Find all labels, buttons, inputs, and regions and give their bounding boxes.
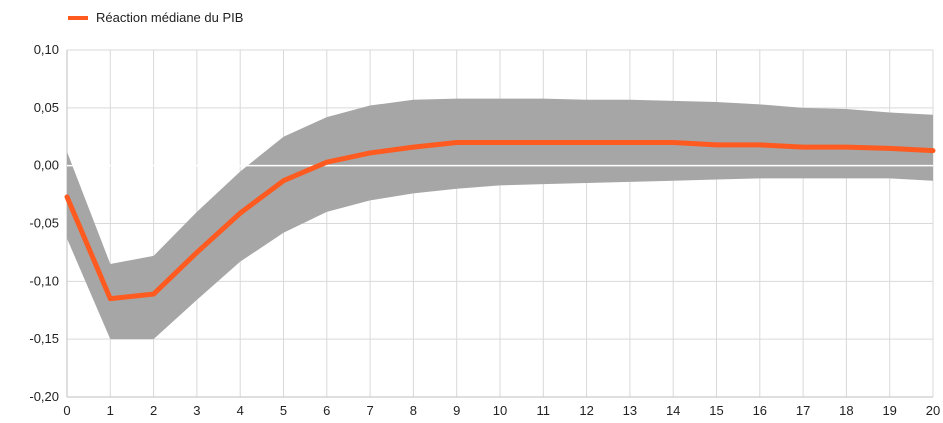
x-tick-label: 12 bbox=[579, 403, 593, 418]
legend: Réaction médiane du PIB bbox=[68, 10, 243, 25]
x-tick-label: 6 bbox=[323, 403, 330, 418]
x-tick-label: 15 bbox=[709, 403, 723, 418]
x-tick-label: 9 bbox=[453, 403, 460, 418]
y-tick-label: -0,10 bbox=[29, 273, 59, 288]
x-tick-label: 4 bbox=[237, 403, 244, 418]
legend-swatch bbox=[68, 15, 88, 20]
series-line-gdp-median bbox=[64, 140, 936, 302]
x-tick-label: 8 bbox=[410, 403, 417, 418]
x-tick-label: 18 bbox=[839, 403, 853, 418]
y-tick-label: -0,05 bbox=[29, 216, 59, 231]
x-tick-label: 7 bbox=[366, 403, 373, 418]
x-tick-label: 3 bbox=[193, 403, 200, 418]
y-axis-labels: 0,10 0,05 0,00 -0,05 -0,10 -0,15 -0,20 bbox=[29, 42, 59, 404]
y-tick-label: 0,00 bbox=[34, 158, 59, 173]
x-tick-label: 14 bbox=[666, 403, 680, 418]
x-tick-label: 10 bbox=[493, 403, 507, 418]
x-axis-labels: 0 1 2 3 4 5 6 7 8 9 10 11 12 13 14 15 16 17 18 19 20 bbox=[63, 403, 940, 418]
x-tick-label: 5 bbox=[280, 403, 287, 418]
x-tick-label: 17 bbox=[796, 403, 810, 418]
legend-label: Réaction médiane du PIB bbox=[96, 10, 244, 25]
y-tick-label: 0,05 bbox=[34, 100, 59, 115]
y-tick-label: 0,10 bbox=[34, 42, 59, 57]
x-tick-label: 20 bbox=[926, 403, 940, 418]
x-tick-label: 0 bbox=[63, 403, 70, 418]
x-tick-label: 13 bbox=[623, 403, 637, 418]
confidence-band bbox=[67, 98, 933, 340]
x-tick-label: 2 bbox=[150, 403, 157, 418]
x-tick-label: 16 bbox=[753, 403, 767, 418]
y-tick-label: -0,15 bbox=[29, 331, 59, 346]
y-tick-label: -0,20 bbox=[29, 389, 59, 404]
x-tick-label: 1 bbox=[107, 403, 114, 418]
x-tick-label: 19 bbox=[882, 403, 896, 418]
x-tick-label: 11 bbox=[537, 403, 551, 418]
